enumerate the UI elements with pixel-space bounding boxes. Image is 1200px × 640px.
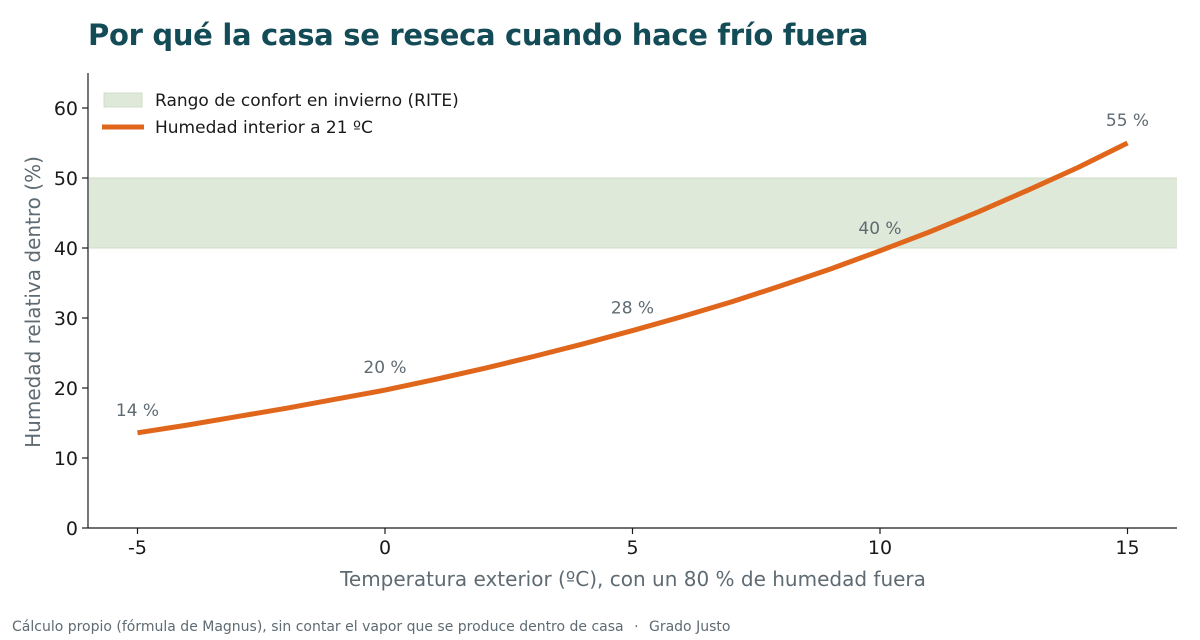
x-tick-label: -5 xyxy=(128,537,147,559)
data-label: 14 % xyxy=(116,401,159,421)
y-axis-label: Humedad relativa dentro (%) xyxy=(21,156,45,448)
data-label: 28 % xyxy=(611,299,654,319)
data-label: 55 % xyxy=(1106,111,1149,131)
x-tick-label: 0 xyxy=(379,537,391,559)
footer-separator: · xyxy=(634,619,639,635)
series-line-humedad-interior xyxy=(137,140,1129,436)
data-label: 20 % xyxy=(363,358,406,378)
y-tick-label: 40 xyxy=(54,238,78,260)
comfort-band xyxy=(89,178,1177,248)
y-tick-label: 0 xyxy=(66,518,78,540)
y-tick-label: 30 xyxy=(54,308,78,330)
legend-band-label: Rango de confort en invierno (RITE) xyxy=(155,91,459,111)
footer-source: Cálculo propio (fórmula de Magnus), sin … xyxy=(12,619,624,635)
y-tick-label: 20 xyxy=(54,378,78,400)
y-tick-label: 60 xyxy=(54,98,78,120)
x-tick-label: 5 xyxy=(626,537,638,559)
y-tick-label: 50 xyxy=(54,168,78,190)
y-tick-label: 10 xyxy=(54,448,78,470)
x-tick-label: 10 xyxy=(868,537,892,559)
chart-title: Por qué la casa se reseca cuando hace fr… xyxy=(88,18,869,52)
data-label: 40 % xyxy=(858,219,901,239)
footer-note: Cálculo propio (fórmula de Magnus), sin … xyxy=(12,619,730,635)
legend-band-swatch xyxy=(103,92,143,108)
x-tick-label: 15 xyxy=(1115,537,1139,559)
x-axis-label: Temperatura exterior (ºC), con un 80 % d… xyxy=(339,567,926,591)
footer-credit: Grado Justo xyxy=(648,619,731,635)
legend-line-label: Humedad interior a 21 ºC xyxy=(155,118,373,138)
